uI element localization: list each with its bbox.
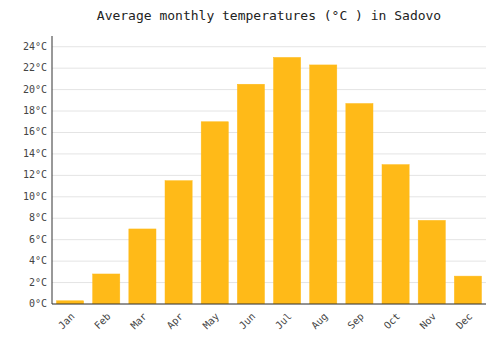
grid-line (52, 196, 486, 197)
bar (274, 57, 301, 304)
bar (129, 229, 156, 304)
bar (310, 65, 337, 304)
x-tick-label: Jun (237, 311, 258, 332)
x-tick-label: Nov (418, 311, 439, 332)
bar (346, 104, 373, 304)
x-tick-labels: Jan Feb Mar Apr May Jun Jul Aug Sep Oct Nov Dec (56, 311, 474, 332)
x-tick-label: Feb (92, 311, 113, 332)
y-tick-label: 18°C (23, 105, 47, 116)
x-tick-label: May (201, 311, 222, 332)
bar (454, 276, 481, 304)
y-tick-label: 4°C (29, 255, 47, 266)
y-tick-label: 24°C (23, 41, 47, 52)
grid-line (52, 132, 486, 133)
grid-line (52, 46, 486, 47)
y-tick-label: 20°C (23, 84, 47, 95)
grid-line (52, 304, 486, 305)
bar (418, 220, 445, 304)
grid-line (52, 153, 486, 154)
chart: Average monthly temperatures (°C ) in Sa… (0, 0, 500, 350)
bar (237, 84, 264, 304)
bar (382, 165, 409, 304)
y-tick-label: 0°C (29, 298, 47, 309)
bar (165, 181, 192, 304)
y-tick-labels: 0°C 2°C 4°C 6°C 8°C 10°C 12°C 14°C 16°C 18°C 20°C 2… (23, 41, 47, 309)
y-axis-line (52, 36, 53, 304)
grid-line (52, 68, 486, 69)
y-tick-label: 8°C (29, 212, 47, 223)
x-tick-label: Dec (454, 311, 475, 332)
grid-line (52, 89, 486, 90)
y-tick-label: 12°C (23, 169, 47, 180)
x-tick-label: Apr (165, 311, 186, 332)
title: Average monthly temperatures (°C ) in Sa… (97, 8, 441, 23)
y-tick-label: 14°C (23, 148, 47, 159)
bar (93, 274, 120, 304)
x-tick-label: Sep (345, 311, 366, 332)
x-axis-line (52, 304, 486, 305)
chart-container: Average monthly temperatures (°C ) in Sa… (0, 0, 500, 350)
y-tick-label: 16°C (23, 126, 47, 137)
x-tick-label: Aug (309, 311, 330, 332)
bars (57, 57, 482, 304)
grid-line (52, 111, 486, 112)
bar (201, 122, 228, 304)
grid-line (52, 218, 486, 219)
y-tick-label: 2°C (29, 277, 47, 288)
x-tick-label: Oct (382, 311, 403, 332)
x-tick-label: Jul (273, 311, 294, 332)
y-tick-label: 6°C (29, 234, 47, 245)
grid-line (52, 175, 486, 176)
x-tick-label: Jan (56, 311, 77, 332)
y-tick-label: 22°C (23, 62, 47, 73)
y-grid (52, 47, 486, 304)
x-tick-label: Mar (128, 311, 149, 332)
y-tick-label: 10°C (23, 191, 47, 202)
